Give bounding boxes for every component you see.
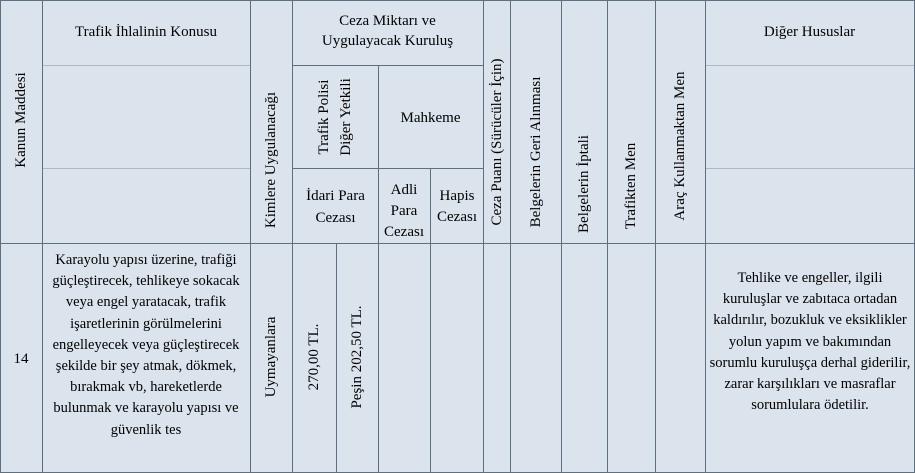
cell-konu: Karayolu yapısı üzerine, trafiği güçleşt… xyxy=(52,252,240,438)
cell-idari-ceza: 270,00 TL. xyxy=(306,323,322,391)
faint-line xyxy=(42,65,250,66)
header-arac-kullanmaktan-men: Araç Kullanmaktan Men xyxy=(672,71,688,221)
header-idari-para-cezasi: İdari Para Cezası xyxy=(306,188,365,226)
faint-line xyxy=(705,168,914,169)
header-ceza-miktari: Ceza Miktarı ve Uygulayacak Kuruluş xyxy=(321,13,454,49)
header-belgelerin-geri-alinmasi: Belgelerin Geri Alınması xyxy=(528,76,544,228)
header-hapis-cezasi: Hapis Cezası xyxy=(437,188,477,225)
table-border-top xyxy=(0,0,915,1)
cell-pesin: Peşin 202,50 TL. xyxy=(349,305,365,409)
col-line xyxy=(607,0,608,473)
cell-kimlere: Uymayanlara xyxy=(263,316,279,398)
group-divider xyxy=(292,65,483,66)
header-belgelerin-iptali: Belgelerin İptali xyxy=(576,135,592,233)
col-line xyxy=(510,0,511,473)
header-mahkeme: Mahkeme xyxy=(400,110,461,126)
col-line xyxy=(250,0,251,473)
header-divider xyxy=(0,243,915,244)
col-line xyxy=(378,65,379,473)
header-ceza-puani: Ceza Puanı (Sürücüler İçin) xyxy=(489,58,505,226)
group-divider xyxy=(292,168,483,169)
col-line xyxy=(336,243,337,473)
faint-line xyxy=(42,168,250,169)
cell-diger: Tehlike ve engeller, ilgili kuruluşlar v… xyxy=(709,270,911,414)
header-trafik-ihlali-konusu: Trafik İhlalinin Konusu xyxy=(75,24,217,40)
col-line xyxy=(705,0,706,473)
col-line xyxy=(42,0,43,473)
table-border-left xyxy=(0,0,1,473)
col-line xyxy=(483,0,484,473)
faint-line xyxy=(705,65,914,66)
header-trafik-polisi: Trafik Polisi Diğer Yetkili xyxy=(316,78,354,156)
header-adli-para-cezasi: Adli Para Cezası xyxy=(384,182,424,240)
header-kanun-maddesi: Kanun Maddesi xyxy=(13,72,29,168)
header-kimlere-uygulanacagi: Kimlere Uygulanacağı xyxy=(263,91,279,229)
col-line xyxy=(292,0,293,473)
col-line xyxy=(561,0,562,473)
col-line xyxy=(655,0,656,473)
header-trafikten-men: Trafikten Men xyxy=(623,142,639,230)
cell-madde: 14 xyxy=(13,351,29,367)
col-line xyxy=(430,168,431,473)
header-diger-hususlar: Diğer Hususlar xyxy=(763,24,856,40)
